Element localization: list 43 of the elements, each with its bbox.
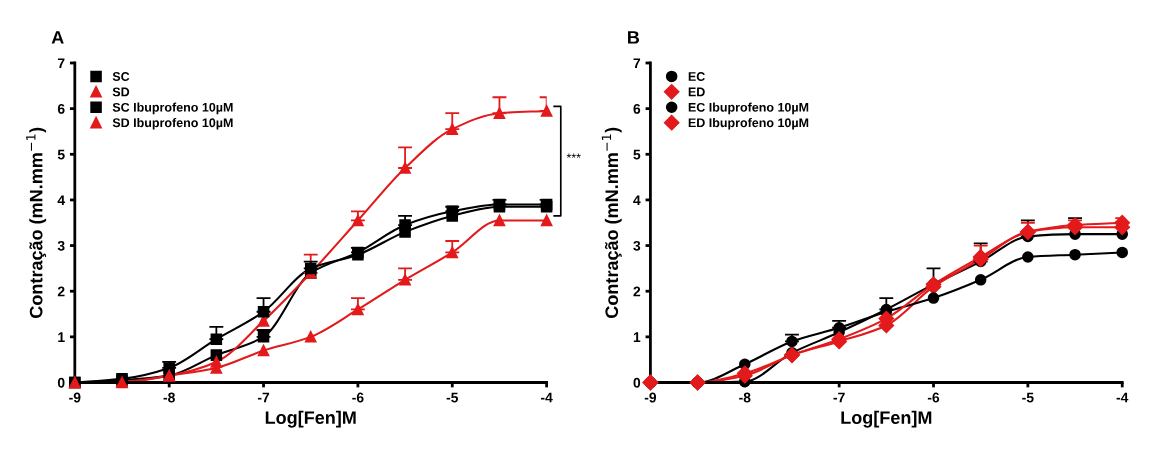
- x-tick-label: -8: [739, 392, 751, 403]
- y-tick-label: 7: [633, 58, 641, 69]
- legend-label: SC Ibuprofeno 10µM: [112, 102, 233, 115]
- x-tick-label: -6: [927, 392, 940, 403]
- y-tick-label: 7: [57, 58, 65, 69]
- y-axis-title: Contração (mN.mm$^{−1}$): [26, 127, 47, 318]
- y-tick-label: 5: [633, 149, 641, 160]
- y-tick-label: 1: [58, 332, 65, 342]
- x-tick-label: -9: [644, 392, 657, 403]
- x-tick-label: -6: [352, 392, 364, 403]
- x-tick-label: -4: [1116, 392, 1129, 403]
- legend-label: SD: [112, 87, 130, 97]
- text: ***: [566, 153, 581, 158]
- x-tick-label: -5: [1022, 392, 1034, 403]
- legend-label: SD Ibuprofeno 10µM: [112, 117, 233, 130]
- chart-title: A: [51, 31, 64, 44]
- y-tick-label: 2: [633, 286, 641, 297]
- x-tick-label: -7: [257, 392, 270, 403]
- y-tick-label: 1: [633, 332, 641, 342]
- legend-label: SC: [112, 72, 130, 81]
- y-tick-label: 3: [633, 240, 641, 251]
- x-tick-label: -7: [833, 392, 845, 403]
- x-tick-label: -8: [163, 392, 175, 403]
- y-tick-label: 6: [57, 103, 65, 114]
- y-tick-label: 0: [633, 377, 641, 388]
- y-tick-label: 5: [57, 149, 65, 160]
- y-tick-label: 3: [57, 240, 65, 251]
- legend-label: EC Ibuprofeno 10µM: [688, 102, 809, 115]
- y-tick-label: 4: [633, 195, 641, 205]
- y-axis-title: Contração (mN.mm$^{−1}$): [601, 127, 622, 318]
- legend-label: EC: [688, 72, 705, 81]
- legend-label: ED: [688, 87, 705, 97]
- y-tick-label: 4: [57, 195, 66, 205]
- legend-label: ED Ibuprofeno 10µM: [688, 117, 809, 130]
- x-tick-label: -4: [540, 392, 553, 403]
- x-axis-title: Log[Fen]M: [265, 410, 356, 428]
- x-tick-label: -9: [69, 392, 81, 403]
- y-tick-label: 0: [57, 377, 65, 388]
- x-tick-label: -5: [446, 392, 459, 403]
- x-axis-title: Log[Fen]M: [841, 410, 932, 428]
- chart-title: B: [628, 31, 640, 44]
- y-tick-label: 6: [633, 103, 641, 114]
- y-tick-label: 2: [57, 286, 65, 297]
